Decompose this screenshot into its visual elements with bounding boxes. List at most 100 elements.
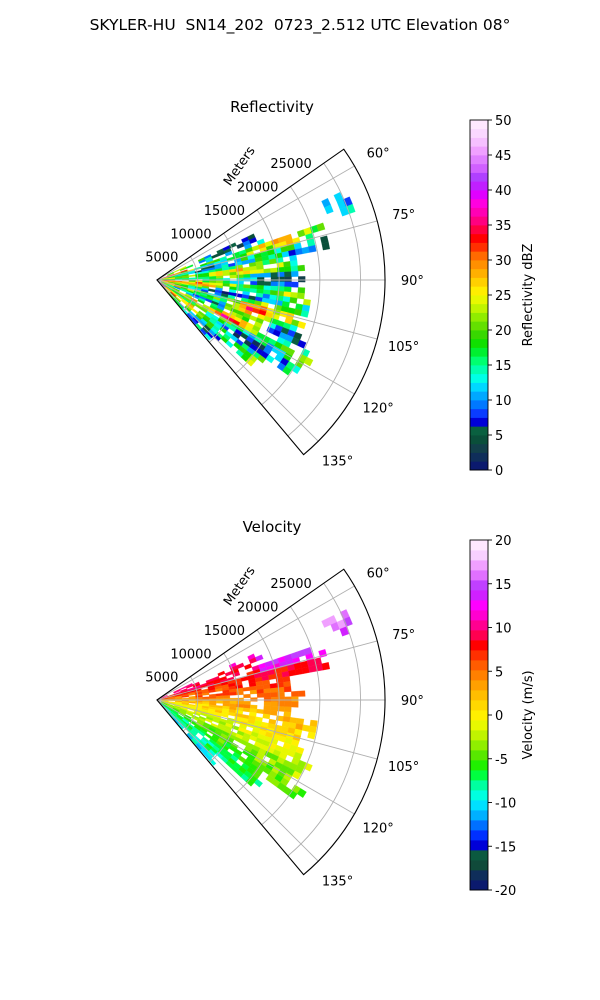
colorbar-swatch [470, 800, 488, 811]
echo-gate [291, 270, 299, 277]
colorbar-swatch [470, 770, 488, 781]
echo-gate [208, 284, 217, 288]
echo-gate [188, 274, 196, 277]
azimuth-spoke [156, 585, 355, 701]
colorbar-swatch [470, 660, 488, 671]
echo-gate [291, 281, 299, 288]
colorbar-swatch [470, 216, 488, 226]
colorbar-swatch [470, 560, 488, 571]
echo-gate [265, 354, 275, 364]
echo-gate [270, 696, 278, 702]
azimuth-spoke [156, 699, 319, 862]
sector-frame [156, 568, 386, 876]
echo-gate [290, 260, 298, 267]
colorbar-swatch [470, 286, 488, 296]
echo-gate [257, 354, 267, 364]
colorbar-swatch [470, 321, 488, 331]
colorbar-swatch [470, 365, 488, 375]
angle-tick-label: 75° [392, 208, 415, 223]
echo-gate [195, 276, 203, 280]
echo-gate [263, 697, 272, 702]
echo-gate [297, 321, 307, 330]
echo-gate [270, 692, 278, 698]
range-ring [287, 582, 361, 857]
echo-gate [256, 285, 265, 290]
echo-gate [236, 274, 244, 279]
colorbar-tick-label: -5 [495, 753, 508, 768]
range-ring [261, 606, 321, 826]
velocity-colorbar: -20 -15 -10 -5 0 5 10 15 20 Velocity (m/s) [469, 534, 536, 899]
echo-gate [263, 705, 271, 711]
echo-gate [294, 668, 304, 676]
echo-gate [236, 662, 245, 669]
echo-gate [297, 287, 306, 294]
panel-title: Velocity [243, 518, 302, 536]
colorbar-swatch [470, 233, 488, 243]
echo-gate [301, 724, 311, 732]
echo-gate [291, 696, 299, 703]
echo-gate [249, 288, 258, 294]
echo-gate [291, 770, 302, 780]
colorbar-swatch [470, 740, 488, 751]
echo-gate [250, 697, 258, 702]
colorbar-swatch [470, 880, 488, 891]
echo-gate [284, 276, 292, 283]
echo-gate [284, 271, 292, 278]
echo-gate [283, 261, 291, 268]
colorbar-swatch [470, 163, 488, 173]
echo-gate [217, 670, 226, 677]
echo-gate [263, 285, 271, 291]
angle-tick-label: 120° [362, 402, 393, 417]
range-ring [261, 186, 321, 406]
range-ring [235, 629, 280, 794]
echo-gate [308, 665, 317, 673]
echo-gate [186, 264, 194, 269]
echo-gate [232, 671, 241, 678]
colorbar-tick-label: -20 [495, 884, 516, 899]
colorbar-swatch [470, 155, 488, 165]
colorbar-swatch [470, 840, 488, 851]
echo-gate [263, 688, 271, 694]
echo-gate [229, 274, 237, 279]
colorbar-swatch [470, 540, 488, 551]
echo-gate [263, 692, 272, 698]
colorbar-swatch [470, 172, 488, 182]
echo-gate [263, 268, 271, 274]
radial-tick-label: 25000 [270, 577, 311, 592]
radial-tick-label: 10000 [170, 647, 211, 662]
colorbar-swatch [470, 268, 488, 278]
colorbar-tick-label: 40 [495, 184, 512, 199]
colorbar-tick-label: 20 [495, 534, 512, 549]
range-ring [209, 233, 239, 343]
range-ring [209, 653, 239, 763]
echo-gate [243, 277, 251, 282]
azimuth-spoke [156, 165, 355, 281]
colorbar-swatch [470, 128, 488, 138]
echo-gate [270, 272, 278, 278]
echo-gate [222, 272, 230, 276]
colorbar-swatch [470, 312, 488, 322]
radial-tick-label: 15000 [204, 624, 245, 639]
echo-gate [297, 264, 306, 272]
colorbar-swatch [470, 820, 488, 831]
colorbar-label: Velocity (m/s) [521, 670, 536, 759]
echo-gate [222, 283, 231, 287]
echo-gate [301, 246, 310, 254]
echo-gate [236, 271, 244, 276]
angle-tick-label: 90° [401, 694, 424, 709]
echo-gate [236, 700, 244, 705]
echo-gate [339, 626, 350, 637]
colorbar-swatch [470, 356, 488, 366]
azimuth-spoke [156, 640, 378, 701]
echo-gate [287, 789, 298, 800]
echo-gate [303, 762, 313, 772]
echo-gate [167, 272, 175, 277]
colorbar-swatch [470, 570, 488, 581]
colorbar-swatch [470, 670, 488, 681]
range-ring [287, 162, 361, 437]
angle-tick-label: 120° [362, 822, 393, 837]
echo-gate [243, 270, 251, 275]
echo-gate [296, 788, 307, 798]
